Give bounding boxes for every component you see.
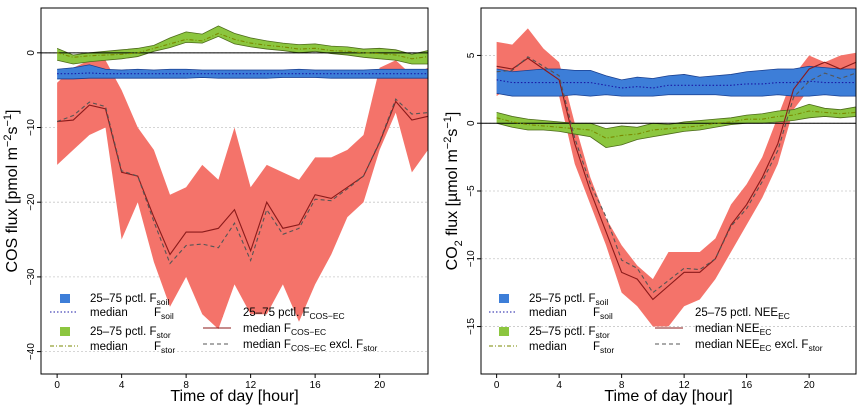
band-f-stor — [496, 104, 856, 148]
legend-item: 25–75 pctl. Fstor — [499, 326, 610, 340]
band-edge — [57, 35, 428, 65]
legend-label: 25–75 pctl. Fstor — [529, 326, 610, 340]
legend-label: 25–75 pctl. NEEEC — [695, 307, 790, 321]
co2-flux-panel: 0 4 8 12 16 20 Time of day [hour] 5 0 −5 −10 −15 CO2… — [442, 7, 857, 405]
legend-swatch — [665, 308, 675, 317]
plot-frame — [40, 7, 429, 375]
legend-label: median FCOS−EC excl. Fstor — [243, 339, 378, 353]
legend-label: median FCOS−EC — [243, 323, 326, 337]
legend-item: 25–75 pctl. NEEEC — [665, 307, 790, 321]
line-median-f-soil — [57, 72, 428, 75]
legend-label: median Fstor — [529, 341, 614, 355]
x-tick-label: 20 — [374, 380, 386, 391]
legend-item: median FCOS−EC excl. Fstor — [203, 339, 378, 353]
x-axis-label: Time of day [hour] — [170, 388, 298, 405]
legend-item: median NEEEC excl. Fstor — [655, 339, 823, 353]
legend-item: median Fstor — [50, 341, 175, 355]
y-tick-label: −40 — [26, 343, 37, 360]
y-tick-label: 0 — [26, 50, 37, 56]
y-tick-label: −30 — [26, 268, 37, 285]
line-median-f-stor — [496, 110, 857, 139]
y-tick-label: −10 — [26, 119, 37, 136]
legend-swatch — [499, 294, 509, 303]
legend-swatch — [60, 294, 70, 303]
line-median-f-stor — [56, 32, 429, 60]
legend-item: median Fsoil — [50, 307, 174, 321]
legend-label: median NEEEC — [695, 323, 771, 337]
x-axis-label: Time of day [hour] — [604, 388, 732, 405]
legend-label: 25–75 pctl. Fsoil — [90, 293, 169, 307]
band-edge — [57, 64, 428, 71]
y-tick-label: −5 — [466, 185, 477, 197]
line-median-nee-ec-excl-f-stor — [496, 56, 857, 294]
x-tick-label: 16 — [741, 380, 753, 391]
legend-item: 25–75 pctl. FCOS−EC — [213, 307, 345, 321]
legend-label: 25–75 pctl. FCOS−EC — [243, 307, 345, 321]
band-edge — [496, 65, 856, 81]
legend-label: median Fsoil — [90, 307, 174, 321]
line-median-f-cos-ec-excl-f-stor — [56, 98, 429, 265]
legend-label: median Fstor — [90, 341, 175, 355]
x-tick-label: 12 — [679, 380, 691, 391]
legend-item: median Fsoil — [489, 307, 613, 321]
band-f-soil — [57, 64, 428, 79]
x-tick-label: 0 — [54, 380, 60, 391]
legend-item: 25–75 pctl. Fsoil — [499, 293, 608, 307]
y-axis-label: CO2 flux [µmol m−2s−1] — [442, 112, 465, 271]
band-edge — [496, 93, 856, 97]
legend-item: median FCOS−EC — [203, 323, 326, 337]
x-tick-label: 4 — [119, 380, 125, 391]
line-median-f-soil — [496, 79, 856, 89]
legend-swatch — [499, 327, 509, 336]
legend-label: 25–75 pctl. Fsoil — [529, 293, 608, 307]
legend-item: median NEEEC — [655, 323, 771, 337]
x-tick-label: 4 — [556, 380, 562, 391]
y-axis-label: COS flux [pmol m−2s−1] — [2, 110, 21, 273]
band-edge — [57, 77, 428, 80]
x-tick-label: 0 — [494, 380, 500, 391]
band-edge — [496, 116, 857, 149]
legend-swatch — [60, 327, 70, 336]
y-tick-label: −20 — [26, 193, 37, 210]
x-tick-label: 16 — [310, 380, 322, 391]
y-tick-label: −15 — [466, 318, 477, 335]
band-edge — [56, 25, 429, 56]
legend-label: 25–75 pctl. Fstor — [90, 326, 171, 340]
y-tick-label: −10 — [466, 250, 477, 267]
cos-flux-panel: 0 4 8 12 16 20 Time of day [hour] 0 −10 −20 −30 −40… — [2, 7, 429, 405]
x-tick-label: 12 — [245, 380, 257, 391]
legend-swatch — [213, 308, 223, 317]
band-f-cos-ec — [57, 60, 428, 330]
y-tick-label: 0 — [466, 120, 477, 126]
x-tick-label: 8 — [619, 380, 625, 391]
y-tick-label: 5 — [466, 52, 477, 58]
band-nee-ec — [496, 28, 856, 327]
x-tick-label: 20 — [804, 380, 816, 391]
x-tick-label: 8 — [183, 380, 189, 391]
legend-label: median Fsoil — [529, 307, 613, 321]
line-median-nee-ec — [496, 57, 857, 301]
legend-item: 25–75 pctl. Fstor — [60, 326, 171, 340]
legend-label: median NEEEC excl. Fstor — [695, 339, 823, 353]
legend-item: 25–75 pctl. Fsoil — [60, 293, 169, 307]
band-f-soil — [496, 66, 856, 97]
legend-item: median Fstor — [489, 341, 614, 355]
